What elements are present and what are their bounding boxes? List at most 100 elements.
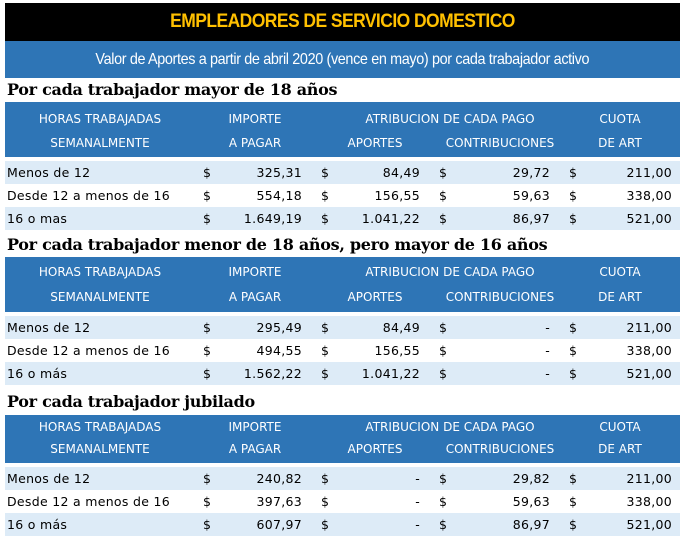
header-contribuciones: CONTRIBUCIONES (445, 290, 555, 304)
aportes-cell: - (415, 471, 420, 486)
currency-symbol: $ (321, 471, 330, 486)
header-cuota-2: DE ART (598, 442, 642, 456)
table-row: Desde 12 a menos de 16 $ 554,18 $ 156,55… (5, 184, 680, 207)
aportes-cell: 84,49 (382, 165, 420, 180)
importe-cell: 1.649,19 (243, 211, 302, 226)
currency-symbol: $ (569, 494, 578, 509)
header-aportes: APORTES (347, 442, 403, 456)
header-horas-1: HORAS TRABAJADAS (38, 112, 162, 126)
currency-symbol: $ (569, 517, 578, 532)
currency-symbol: $ (203, 320, 212, 335)
importe-cell: 607,97 (256, 517, 302, 532)
currency-symbol: $ (203, 494, 212, 509)
currency-symbol: $ (439, 494, 448, 509)
contribuciones-cell: - (545, 320, 550, 335)
art-cell: 211,00 (626, 471, 672, 486)
header-aportes: APORTES (347, 290, 403, 304)
currency-symbol: $ (569, 188, 578, 203)
header-cuota-2: DE ART (598, 136, 642, 150)
art-cell: 338,00 (626, 188, 672, 203)
header-horas-2: SEMANALMENTE (50, 136, 150, 150)
section-title: Por cada trabajador menor de 18 años, pe… (7, 235, 548, 254)
header-atribucion: ATRIBUCION DE CADA PAGO (365, 420, 535, 434)
contribuciones-cell: 86,97 (512, 211, 550, 226)
table-row: Menos de 12 $ 240,82 $ - $ 29,82 $ 211,0… (5, 467, 680, 490)
currency-symbol: $ (569, 165, 578, 180)
aportes-cell: 156,55 (374, 343, 420, 358)
aportes-cell: 84,49 (382, 320, 420, 335)
art-cell: 211,00 (626, 165, 672, 180)
aportes-cell: 1.041,22 (361, 211, 420, 226)
aportes-cell: - (415, 494, 420, 509)
aportes-sheet: EMPLEADORES DE SERVICIO DOMESTICO Valor … (5, 3, 680, 536)
header-cuota-2: DE ART (598, 290, 642, 304)
aportes-cell: 1.041,22 (361, 366, 420, 381)
currency-symbol: $ (569, 211, 578, 226)
aportes-cell: 156,55 (374, 188, 420, 203)
table-row: Menos de 12 $ 325,31 $ 84,49 $ 29,72 $ 2… (5, 161, 680, 184)
horas-cell: 16 o más (7, 366, 68, 381)
horas-cell: Desde 12 a menos de 16 (7, 188, 170, 203)
art-cell: 338,00 (626, 343, 672, 358)
importe-cell: 295,49 (256, 320, 302, 335)
header-importe-2: A PAGAR (228, 442, 282, 456)
header-atribucion: ATRIBUCION DE CADA PAGO (365, 112, 535, 126)
header-cuota-1: CUOTA (599, 420, 641, 434)
header-importe-1: IMPORTE (228, 420, 282, 434)
table-row: 16 o más $ 1.562,22 $ 1.041,22 $ - $ 521… (5, 362, 680, 385)
header-importe-2: A PAGAR (228, 136, 282, 150)
currency-symbol: $ (203, 471, 212, 486)
art-cell: 521,00 (626, 211, 672, 226)
table-row: 16 o más $ 607,97 $ - $ 86,97 $ 521,00 (5, 513, 680, 536)
table-row: Menos de 12 $ 295,49 $ 84,49 $ - $ 211,0… (5, 316, 680, 339)
art-cell: 338,00 (626, 494, 672, 509)
contribuciones-cell: 29,82 (512, 471, 550, 486)
table-row: Desde 12 a menos de 16 $ 397,63 $ - $ 59… (5, 490, 680, 513)
section-mayor-18: Por cada trabajador mayor de 18 años HOR… (5, 78, 680, 230)
art-cell: 211,00 (626, 320, 672, 335)
currency-symbol: $ (439, 188, 448, 203)
currency-symbol: $ (203, 165, 212, 180)
section-menor-18: Por cada trabajador menor de 18 años, pe… (5, 230, 680, 385)
table-row: Desde 12 a menos de 16 $ 494,55 $ 156,55… (5, 339, 680, 362)
title-bar: EMPLEADORES DE SERVICIO DOMESTICO (5, 3, 680, 41)
currency-symbol: $ (321, 211, 330, 226)
currency-symbol: $ (203, 343, 212, 358)
currency-symbol: $ (569, 320, 578, 335)
currency-symbol: $ (439, 211, 448, 226)
currency-symbol: $ (569, 343, 578, 358)
header-cuota-1: CUOTA (599, 265, 641, 279)
currency-symbol: $ (321, 188, 330, 203)
currency-symbol: $ (439, 517, 448, 532)
currency-symbol: $ (321, 165, 330, 180)
header-horas-2: SEMANALMENTE (50, 442, 150, 456)
contribuciones-cell: 59,63 (512, 188, 550, 203)
horas-cell: 16 o mas (7, 211, 68, 226)
contribuciones-cell: - (545, 343, 550, 358)
table-header: HORAS TRABAJADAS SEMANALMENTE IMPORTE A … (5, 257, 680, 312)
horas-cell: Desde 12 a menos de 16 (7, 494, 170, 509)
contribuciones-cell: 59,63 (512, 494, 550, 509)
currency-symbol: $ (569, 471, 578, 486)
horas-cell: Menos de 12 (7, 165, 91, 180)
importe-cell: 325,31 (256, 165, 302, 180)
header-horas-1: HORAS TRABAJADAS (38, 265, 162, 279)
contribuciones-cell: - (545, 366, 550, 381)
header-horas-2: SEMANALMENTE (50, 290, 150, 304)
currency-symbol: $ (203, 211, 212, 226)
header-importe-1: IMPORTE (228, 265, 282, 279)
currency-symbol: $ (321, 494, 330, 509)
horas-cell: Desde 12 a menos de 16 (7, 343, 170, 358)
currency-symbol: $ (321, 320, 330, 335)
currency-symbol: $ (439, 366, 448, 381)
page-title: EMPLEADORES DE SERVICIO DOMESTICO (170, 11, 515, 32)
currency-symbol: $ (321, 517, 330, 532)
table-header: HORAS TRABAJADAS SEMANALMENTE IMPORTE A … (5, 102, 680, 157)
importe-cell: 494,55 (256, 343, 302, 358)
contribuciones-cell: 29,72 (512, 165, 550, 180)
horas-cell: 16 o más (7, 517, 68, 532)
art-cell: 521,00 (626, 366, 672, 381)
currency-symbol: $ (203, 366, 212, 381)
currency-symbol: $ (439, 343, 448, 358)
header-importe-2: A PAGAR (228, 290, 282, 304)
